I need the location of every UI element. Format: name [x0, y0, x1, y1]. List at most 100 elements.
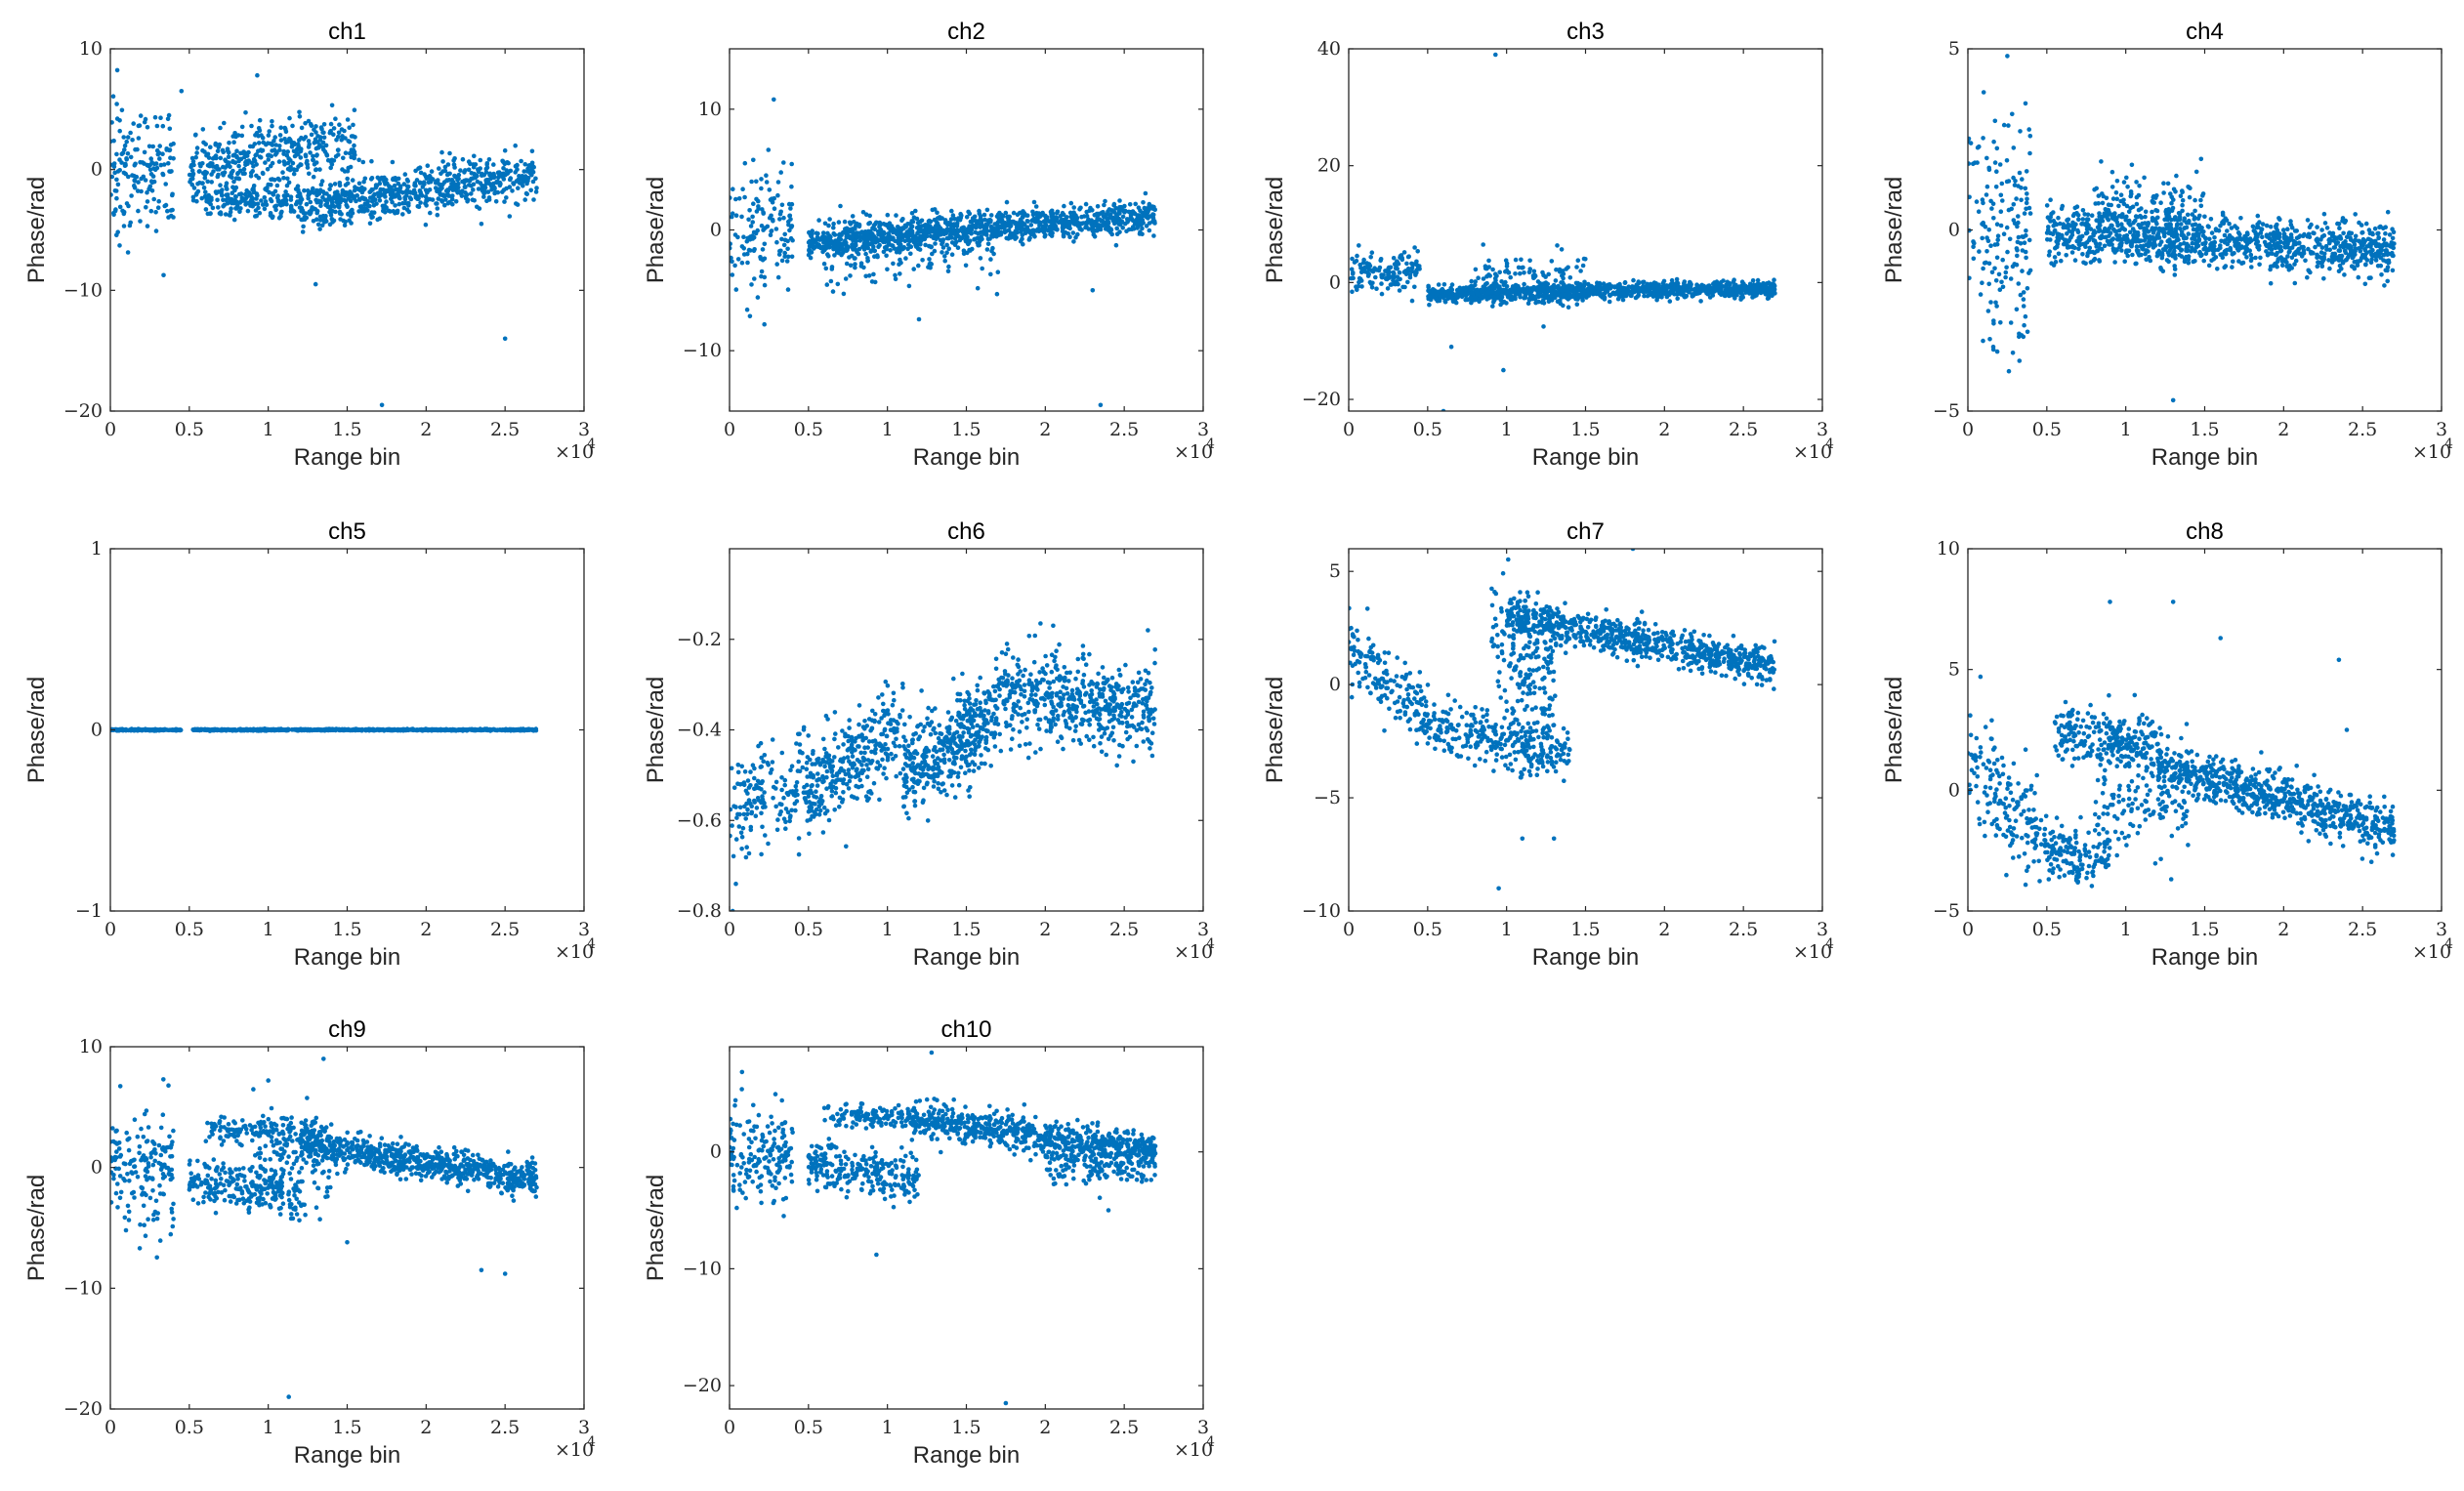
data-point: [2218, 243, 2223, 248]
data-point: [339, 127, 345, 132]
data-point: [290, 123, 295, 129]
data-point: [243, 196, 248, 201]
data-point: [257, 117, 263, 123]
data-point: [439, 149, 444, 155]
data-point: [349, 134, 355, 139]
data-point: [1007, 214, 1012, 220]
data-point: [1396, 281, 1400, 287]
data-point: [1521, 265, 1525, 270]
data-point: [1409, 265, 1415, 270]
data-point: [131, 121, 136, 126]
data-point: [888, 247, 893, 253]
data-point: [1643, 284, 1648, 289]
data-point: [390, 159, 396, 165]
data-point: [935, 210, 940, 216]
data-point: [873, 222, 878, 227]
data-point: [1349, 267, 1355, 272]
data-point: [1486, 272, 1491, 277]
data-point: [2390, 235, 2396, 241]
data-point: [1513, 271, 1518, 276]
data-point: [2016, 281, 2022, 286]
data-point: [1984, 184, 1990, 189]
data-point: [2384, 241, 2389, 246]
data-point: [2306, 246, 2311, 252]
data-point: [834, 250, 840, 255]
data-point: [148, 208, 154, 214]
data-point: [1503, 269, 1508, 274]
data-point: [828, 234, 833, 239]
data-point: [1989, 206, 1994, 211]
data-point: [2268, 280, 2274, 286]
data-point: [779, 236, 784, 242]
data-point: [125, 250, 131, 255]
data-point: [1122, 210, 1127, 215]
data-point: [747, 313, 753, 319]
data-point: [206, 196, 211, 201]
data-point: [276, 159, 282, 164]
data-point: [856, 246, 862, 252]
data-point: [826, 244, 832, 250]
data-point: [269, 198, 274, 204]
data-point: [516, 186, 521, 190]
data-point: [756, 206, 761, 212]
data-point: [511, 181, 516, 186]
y-tick-label: 0: [91, 159, 103, 181]
data-point: [871, 244, 876, 250]
data-point: [2023, 313, 2028, 319]
data-point: [1397, 269, 1402, 275]
data-point: [785, 254, 791, 260]
data-point: [1473, 267, 1479, 272]
data-point: [450, 187, 456, 192]
data-point: [2080, 208, 2086, 213]
data-point: [823, 266, 829, 271]
data-point: [1698, 299, 1703, 304]
data-point: [872, 279, 878, 285]
data-point: [911, 267, 916, 271]
data-point: [2020, 234, 2025, 239]
data-point: [1553, 284, 1558, 290]
data-point: [1599, 286, 1604, 292]
data-point: [2001, 231, 2007, 236]
data-point: [307, 209, 312, 215]
data-point: [1059, 217, 1065, 223]
data-point: [882, 230, 887, 236]
data-point: [311, 186, 315, 191]
data-point: [1522, 281, 1526, 287]
data-point: [1470, 291, 1475, 296]
data-point: [346, 139, 352, 144]
data-point: [157, 156, 162, 161]
data-point: [1366, 271, 1371, 277]
data-point: [296, 214, 301, 219]
data-point: [1401, 269, 1407, 274]
data-point: [334, 138, 339, 143]
y-tick-label: −20: [63, 400, 103, 422]
data-point: [1473, 282, 1478, 288]
data-point: [1589, 288, 1595, 294]
data-point: [949, 240, 955, 245]
data-point: [248, 174, 254, 179]
data-point: [838, 203, 843, 209]
data-point: [762, 321, 767, 327]
data-point: [356, 209, 361, 214]
data-point: [730, 272, 735, 277]
data-point: [278, 138, 284, 143]
data-point: [126, 203, 131, 209]
data-point: [296, 144, 302, 149]
y-tick-label: −10: [63, 279, 103, 301]
data-point: [136, 123, 142, 129]
data-point: [1355, 287, 1359, 293]
x-tick-label: 2.5: [490, 419, 520, 440]
data-point: [1090, 288, 1096, 293]
data-point: [916, 228, 921, 234]
data-point: [1402, 284, 1407, 290]
data-point: [2356, 274, 2361, 280]
data-point: [853, 265, 857, 270]
data-point: [782, 250, 787, 256]
data-point: [504, 168, 509, 173]
data-point: [781, 215, 786, 221]
data-point: [761, 210, 766, 215]
data-point: [339, 138, 345, 143]
data-point: [1541, 324, 1546, 329]
data-point: [1981, 220, 1985, 226]
data-point: [468, 161, 473, 167]
